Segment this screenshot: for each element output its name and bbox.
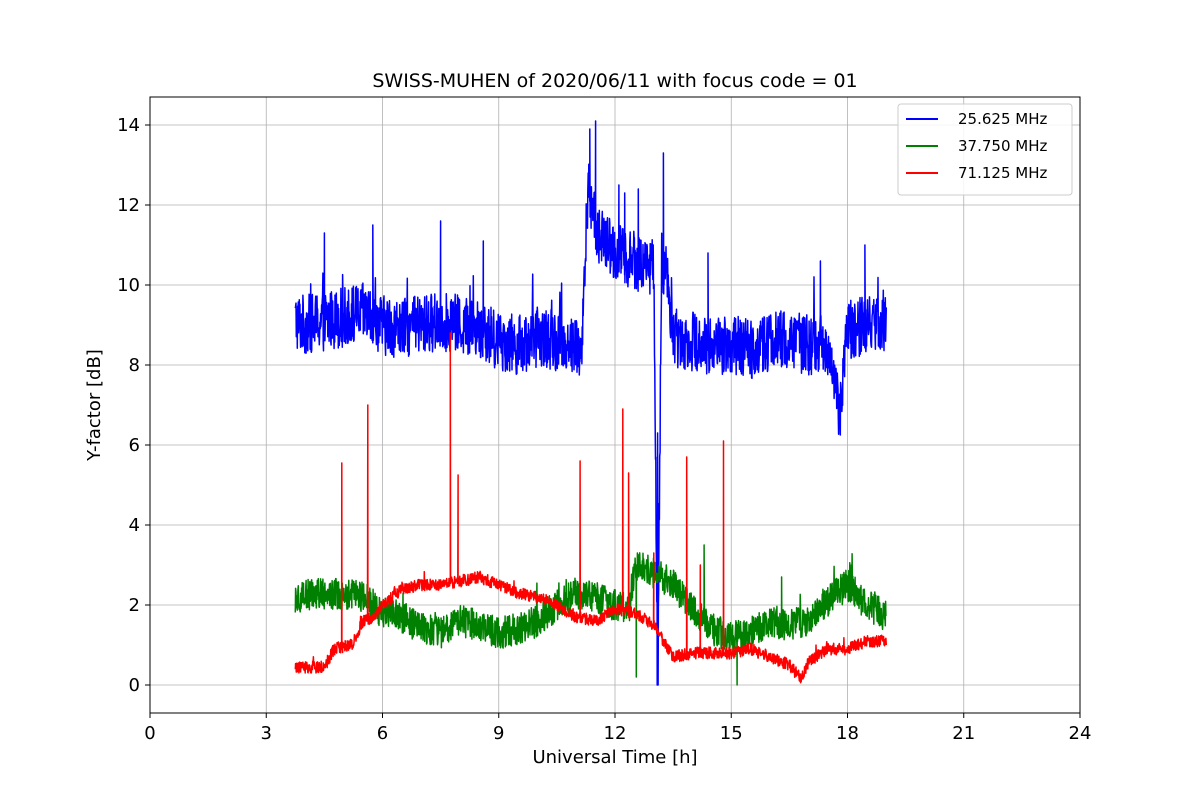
- series-line-2: [294, 544, 887, 686]
- x-tick-label: 18: [836, 723, 859, 744]
- y-tick-label: 10: [117, 275, 140, 296]
- x-tick-label: 15: [720, 723, 743, 744]
- legend-label: 37.750 MHz: [958, 137, 1047, 155]
- y-tick-label: 8: [129, 355, 140, 376]
- x-tick-label: 6: [377, 723, 388, 744]
- series-layer: [294, 120, 888, 686]
- x-tick-label: 9: [493, 723, 504, 744]
- y-tick-label: 14: [117, 115, 140, 136]
- legend-label: 71.125 MHz: [958, 164, 1047, 182]
- x-tick-label: 21: [952, 723, 975, 744]
- y-tick-label: 0: [129, 675, 140, 696]
- x-tick-label: 3: [261, 723, 272, 744]
- x-axis-label: Universal Time [h]: [532, 747, 697, 768]
- series-line-1: [294, 120, 888, 686]
- series-line-3: [294, 332, 888, 684]
- x-tick-label: 12: [604, 723, 627, 744]
- x-tick-label: 0: [144, 723, 155, 744]
- x-tick-label: 24: [1069, 723, 1092, 744]
- legend-box: [897, 103, 1073, 196]
- y-tick-label: 12: [117, 195, 140, 216]
- y-tick-label: 4: [129, 515, 140, 536]
- legend-label: 25.625 MHz: [958, 110, 1047, 128]
- y-tick-label: 6: [129, 435, 140, 456]
- y-tick-label: 2: [129, 595, 140, 616]
- chart-title: SWISS-MUHEN of 2020/06/11 with focus cod…: [372, 70, 857, 92]
- legend: 25.625 MHz 37.750 MHz 71.125 MHz: [897, 103, 1073, 196]
- y-axis-label: Y-factor [dB]: [84, 349, 105, 462]
